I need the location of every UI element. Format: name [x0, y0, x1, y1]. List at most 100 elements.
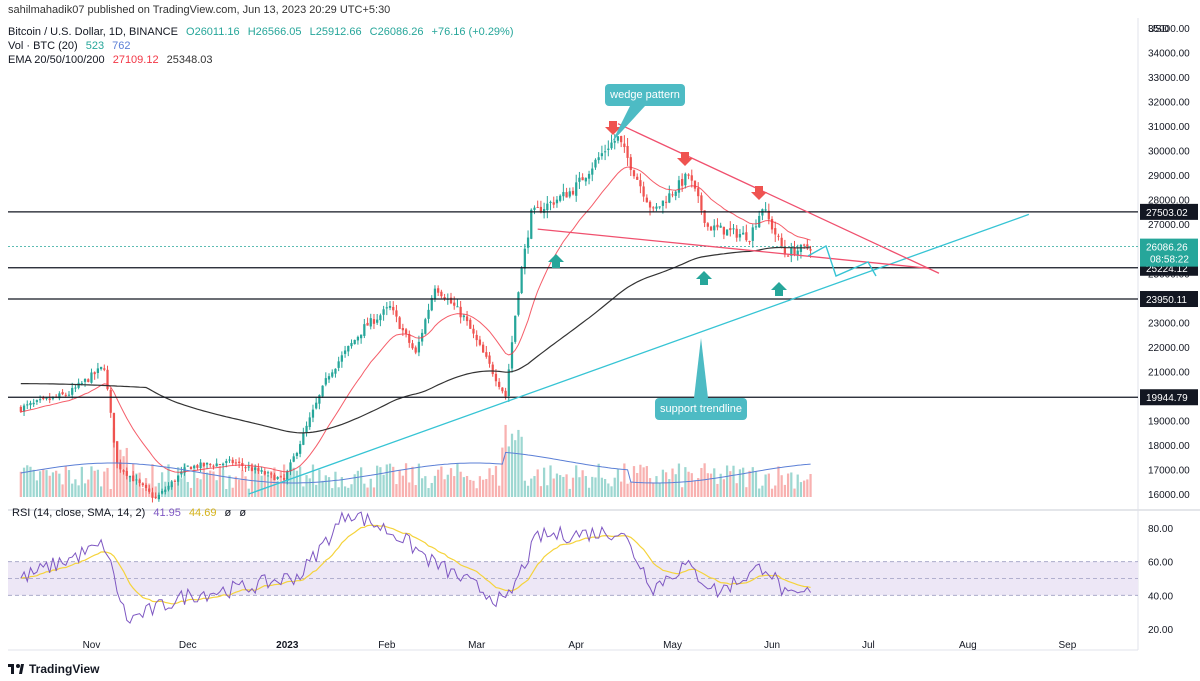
- candle-body: [526, 237, 530, 248]
- candle-body: [38, 399, 42, 401]
- volume-bar: [433, 475, 437, 497]
- time-tick-label: Aug: [959, 640, 977, 651]
- candle-body: [196, 465, 199, 468]
- volume-bar: [517, 429, 520, 497]
- candle-body: [594, 159, 597, 168]
- price-tick-label: 31000.00: [1148, 122, 1190, 133]
- candle-body: [565, 192, 568, 198]
- volume-bar: [790, 472, 793, 497]
- volume-bar: [22, 467, 26, 497]
- candle-body: [392, 306, 395, 311]
- volume-bar: [767, 473, 770, 497]
- volume-bar: [514, 440, 517, 497]
- candle-body: [443, 297, 446, 300]
- volume-bar: [382, 474, 385, 497]
- volume-bar: [193, 467, 196, 497]
- volume-bar: [170, 484, 173, 497]
- candle-body: [343, 350, 347, 354]
- rsi-tick-label: 20.00: [1148, 625, 1173, 636]
- volume-bar: [719, 473, 722, 497]
- candle-body: [424, 319, 427, 334]
- candle-body: [693, 180, 697, 189]
- candle-body: [472, 328, 475, 334]
- candle-body: [809, 249, 812, 251]
- volume-bar: [308, 478, 311, 497]
- candle-body: [282, 478, 286, 480]
- candle-body: [559, 195, 562, 201]
- candle-body: [71, 387, 74, 395]
- volume-bar: [116, 440, 119, 497]
- candle-body: [340, 355, 343, 362]
- ema-label: EMA 20/50/100/200: [8, 54, 105, 66]
- candle-body: [144, 484, 148, 489]
- volume-bar: [388, 463, 392, 497]
- candle-body: [61, 392, 64, 395]
- volume-bars: [19, 424, 812, 497]
- volume-bar: [167, 464, 170, 497]
- candle-body: [250, 467, 254, 471]
- rsi-tick-label: 60.00: [1148, 558, 1173, 569]
- candle-body: [706, 223, 709, 227]
- candle-body: [568, 191, 571, 197]
- volume-bar: [404, 463, 408, 497]
- candle-body: [125, 470, 128, 476]
- price-tick-label: 33000.00: [1148, 73, 1190, 84]
- candle-body: [440, 291, 443, 297]
- volume-bar: [770, 488, 774, 497]
- price-tick-label: 27000.00: [1148, 220, 1190, 231]
- candle-body: [221, 463, 225, 466]
- volume-bar: [109, 488, 112, 497]
- candle-body: [751, 227, 754, 241]
- volume-bar: [478, 476, 482, 497]
- volume-bar: [411, 466, 414, 497]
- candle-body: [42, 397, 45, 399]
- candle-body: [613, 141, 616, 143]
- volume-bar: [600, 477, 604, 497]
- volume-bar: [648, 478, 652, 497]
- volume-bar: [209, 470, 212, 497]
- volume-bar: [549, 465, 552, 497]
- candle-body: [587, 173, 591, 179]
- volume-bar: [799, 482, 803, 497]
- candle-body: [160, 490, 164, 494]
- volume-bar: [151, 464, 154, 497]
- candle-body: [334, 368, 337, 374]
- volume-bar: [581, 470, 584, 497]
- candle-body: [327, 376, 331, 380]
- price-tick-label: 19000.00: [1148, 416, 1190, 427]
- volume-bar: [385, 464, 388, 497]
- volume-bar: [99, 486, 103, 497]
- volume-bar: [584, 476, 587, 497]
- candlesticks: [19, 134, 812, 503]
- candle-body: [703, 210, 706, 223]
- volume-bar: [202, 465, 205, 497]
- rsi-band-1: ø: [224, 507, 232, 519]
- tradingview-brand[interactable]: TradingView: [8, 662, 99, 676]
- candle-body: [658, 206, 661, 208]
- candle-body: [498, 381, 501, 387]
- candle-body: [193, 465, 196, 469]
- volume-bar: [315, 484, 318, 497]
- volume-bar: [796, 474, 799, 497]
- published-info: sahilmahadik07 published on TradingView.…: [8, 4, 391, 16]
- candle-body: [273, 474, 276, 481]
- volume-bar: [725, 465, 729, 497]
- volume-bar: [748, 470, 751, 497]
- candle-body: [481, 344, 485, 353]
- candle-body: [369, 318, 372, 327]
- volume-bar: [642, 467, 645, 497]
- candle-body: [783, 246, 786, 255]
- volume-bar: [722, 479, 726, 497]
- volume-bar: [658, 483, 661, 497]
- volume-bar: [520, 436, 523, 497]
- support-touch-arrow: [696, 271, 712, 285]
- candle-body: [270, 473, 273, 475]
- volume-bar: [205, 472, 209, 497]
- volume-bar: [196, 478, 199, 497]
- candle-body: [465, 316, 469, 322]
- candle-body: [350, 342, 353, 347]
- candle-body: [652, 207, 655, 209]
- volume-bar: [626, 483, 629, 497]
- candle-body: [713, 225, 716, 231]
